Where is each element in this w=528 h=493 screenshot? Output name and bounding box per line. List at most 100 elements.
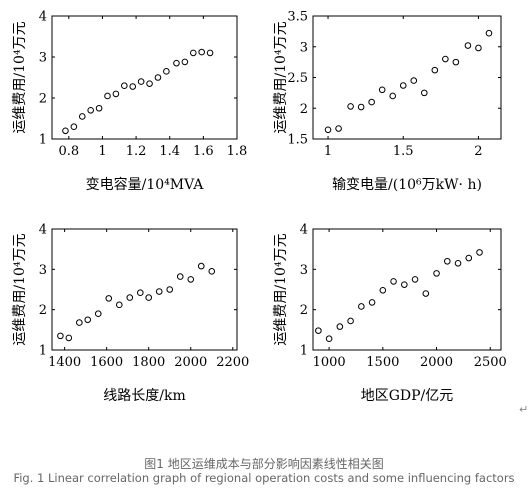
chart-1-axes-box [51,15,238,140]
chart-3-x-tick-label: 2000 [174,355,207,370]
chart-2-data-point [452,58,460,66]
chart-4-y-tick-label: 2 [300,303,308,318]
chart-4-data-point [465,254,473,262]
chart-4-data-point [411,276,419,283]
chart-4-data-point [358,303,365,310]
chart-3-y-tick-label: 1 [39,344,47,359]
chart-4-x-tick-label: 2500 [474,355,507,370]
chart-1-data-point [95,104,103,112]
chart-3-x-axis-title: 线路长度/km [103,388,185,404]
chart-3-data-point [155,288,163,295]
chart-2-data-point [399,82,407,89]
chart-1-y-tick-label: 4 [39,10,47,25]
chart-3-data-point [65,334,73,342]
chart-2-data-point [378,86,386,94]
chart-1-data-point [87,107,94,114]
chart-4-data-point [443,257,451,265]
chart-3-y-axis-title: 运维费用/10⁴万元 [12,233,28,345]
chart-4-x-axis-title: 地区GDP/亿元 [361,388,454,404]
chart-1-x-axis-title: 变电容量/10⁴MVA [86,176,205,193]
chart-2-data-point [368,98,375,106]
chart-3-x-tick-label: 1600 [90,355,123,370]
chart-4-data-point [347,317,354,325]
chart-4-axes-box [312,228,502,351]
chart-2-x-tick-label: 1 [324,144,332,159]
chart-3-data-point [76,319,83,326]
figure-caption-english: Fig. 1 Linear correlation graph of regio… [13,471,515,485]
chart-4-data-point [454,259,462,267]
chart-3-x-tick-label: 1400 [48,355,81,370]
chart-1-data-point [112,90,120,98]
chart-1-data-point [70,123,78,130]
chart-2-x-tick-label: 2 [474,144,482,159]
chart-1-x-tick-label: 1.8 [227,144,248,159]
chart-4-x-tick-label: 1500 [366,355,399,370]
chart-1-x-tick-label: 1.2 [126,144,147,159]
chart-4-data-point [401,281,408,288]
chart-1-y-tick-label: 3 [39,51,47,66]
chart-2-y-tick-label: 2.5 [287,71,308,86]
chart-3-axes-box [51,228,238,351]
chart-3-data-point [176,273,184,280]
chart-3-data-point [57,332,64,340]
chart-2-data-point [475,44,482,52]
chart-4-data-point [390,278,397,285]
chart-2-x-tick-label: 1.5 [393,144,414,159]
chart-1-data-point [206,49,214,57]
chart-3-y-tick-label: 2 [39,303,47,318]
chart-3-data-point [208,268,216,275]
chart-2-data-point [357,103,365,111]
chart-2-y-tick-label: 1.5 [287,133,308,148]
chart-4-data-point [336,323,344,330]
chart-2-y-tick-label: 3 [300,40,308,55]
chart-2-data-point [389,92,397,100]
chart-4-data-point [476,249,483,256]
chart-3-x-tick-label: 1800 [132,355,165,370]
chart-1-data-point [181,58,189,66]
chart-2-data-point [431,66,439,74]
chart-4-data-point [379,287,387,294]
chart-1-data-point [121,82,128,89]
paragraph-return-mark: ↵ [519,403,528,416]
chart-3-data-point [166,286,174,293]
chart-3-data-point [94,310,102,318]
chart-2-data-point [464,42,472,49]
chart-1-x-tick-label: 0.8 [58,144,79,159]
chart-1-data-point [129,83,137,90]
chart-3-data-point [197,262,205,270]
chart-2-data-point [442,55,449,63]
chart-1-y-axis-title: 运维费用/10⁴万元 [12,21,28,133]
chart-3-data-point [84,316,92,324]
chart-3-y-tick-label: 4 [39,223,47,238]
chart-4-data-point [368,299,376,306]
chart-3-data-point [145,294,153,301]
chart-4-y-tick-label: 1 [300,344,308,359]
chart-1-y-tick-label: 2 [39,92,47,107]
chart-4-data-point [422,290,430,297]
chart-1-data-point [173,59,180,67]
chart-1-data-point [154,74,162,81]
chart-1-data-point [104,92,111,100]
chart-1-data-point [78,113,86,120]
chart-3-data-point [115,301,123,309]
chart-3-y-tick-label: 3 [39,263,47,278]
chart-1-data-point [198,48,205,56]
chart-2-y-tick-label: 2 [300,102,308,117]
chart-2-data-point [420,89,428,97]
chart-1-x-tick-label: 1.4 [159,144,180,159]
chart-3-data-point [136,289,144,297]
chart-1-y-tick-label: 1 [39,133,47,148]
chart-2-data-point [485,29,493,37]
chart-3-data-point [187,276,195,283]
chart-2-data-point [347,103,354,110]
chart-4-y-tick-label: 4 [300,223,308,238]
chart-4-y-axis-title: 运维费用/10⁴万元 [273,233,289,345]
chart-2-data-point [410,77,418,84]
chart-2-x-axis-title: 输变电量/(10⁶万kW· h) [332,177,482,193]
chart-2-y-tick-label: 3.5 [287,10,308,25]
chart-3-data-point [105,295,113,302]
chart-4-x-tick-label: 1000 [313,355,346,370]
chart-2-y-axis-title: 运维费用/10⁴万元 [273,21,289,133]
